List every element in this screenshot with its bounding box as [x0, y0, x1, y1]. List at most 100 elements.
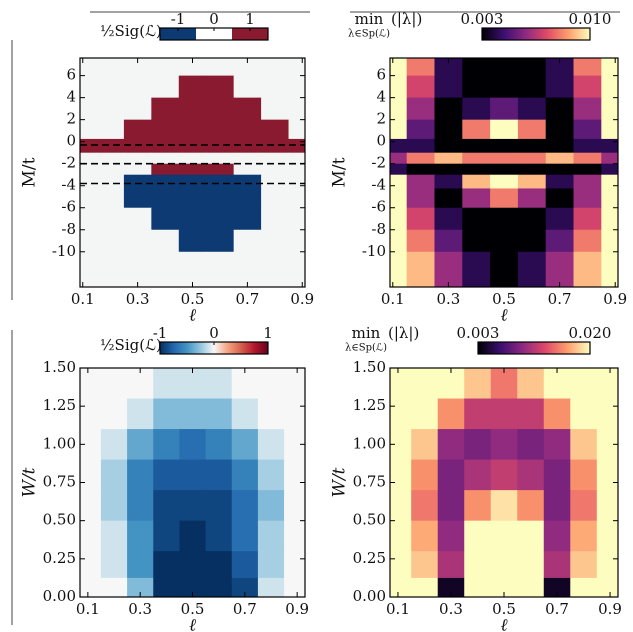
heat-cell: [206, 75, 235, 99]
y-tick-label: -2: [61, 154, 76, 172]
y-tick-label: 1.25: [353, 396, 386, 414]
heat-cell: [390, 97, 408, 121]
heat-cell: [490, 490, 518, 522]
heat-cell: [411, 368, 439, 400]
heat-cell: [205, 551, 233, 579]
colorbar-tick-label: 0.010: [569, 10, 612, 28]
y-tick-label: -10: [362, 242, 386, 260]
heat-cell: [178, 174, 207, 189]
heat-cell: [151, 119, 180, 140]
heat-cell: [434, 229, 463, 253]
heat-cell: [284, 551, 306, 579]
heat-cell: [80, 229, 97, 253]
heat-cell: [570, 520, 598, 552]
heat-cell: [96, 75, 125, 99]
y-tick-label: 0: [66, 132, 76, 150]
heat-cell: [205, 368, 233, 400]
heat-cell: [437, 490, 465, 522]
y-tick-label: 1.25: [43, 396, 76, 414]
heat-cell: [596, 551, 619, 579]
colorbar-label: min: [352, 324, 381, 342]
heat-cell: [179, 520, 207, 552]
heat-cell: [434, 207, 463, 231]
heat-cell: [100, 520, 128, 552]
x-tick-label: 0.1: [76, 600, 100, 618]
heat-cell: [490, 229, 519, 253]
heat-cell: [127, 398, 154, 430]
x-tick-label: 0.3: [128, 600, 152, 618]
heat-cell: [151, 75, 180, 99]
heat-cell: [464, 577, 492, 598]
heat-cell: [490, 97, 519, 121]
heat-cell: [517, 459, 545, 491]
heat-cell: [178, 152, 207, 165]
heat-cell: [596, 520, 619, 552]
heat-cell: [100, 459, 128, 491]
heat-cell: [123, 152, 152, 165]
heat-cell: [179, 459, 207, 491]
heat-cell: [100, 490, 128, 522]
heat-cell: [231, 459, 259, 491]
y-tick-label: 0.75: [353, 473, 386, 491]
y-tick-label: 0.00: [353, 587, 386, 605]
y-tick-label: 1.50: [43, 358, 76, 376]
heat-cell: [288, 58, 306, 77]
heat-cell: [284, 368, 306, 400]
heat-cell: [123, 174, 152, 189]
heat-cell: [545, 229, 575, 253]
heat-cell: [96, 188, 125, 209]
heat-cell: [123, 229, 152, 253]
colorbar-tick-label: 0.003: [461, 10, 504, 28]
heat-cell: [390, 75, 408, 99]
heat-cell: [437, 577, 465, 598]
heat-cell: [205, 490, 233, 522]
heat-cell: [462, 138, 491, 154]
heat-cell: [517, 490, 545, 522]
heat-cell: [596, 429, 619, 461]
heat-cell: [462, 229, 491, 253]
heat-cell: [462, 119, 491, 140]
heat-cell: [517, 398, 545, 430]
heat-cell: [80, 368, 102, 400]
heat-cell: [80, 490, 102, 522]
heat-cell: [288, 188, 306, 209]
heat-cell: [462, 251, 491, 288]
heat-cell: [462, 58, 491, 77]
heat-cell: [231, 398, 259, 430]
heat-cell: [261, 174, 290, 189]
heat-cell: [406, 119, 435, 140]
heat-cell: [517, 520, 545, 552]
heat-cell: [464, 520, 492, 552]
heat-cell: [206, 251, 235, 288]
heat-cell: [390, 207, 408, 231]
colorbar-label-sub: λ∈Sp(ℒ): [348, 29, 390, 40]
heat-cell: [517, 368, 545, 400]
heat-cell: [233, 97, 262, 121]
heat-cell: [517, 207, 547, 231]
heat-cell: [601, 251, 619, 288]
heat-cell: [545, 174, 575, 189]
heat-cell: [601, 229, 619, 253]
y-tick-label: -6: [61, 198, 76, 216]
heat-cell: [205, 520, 233, 552]
heat-cell: [206, 207, 235, 231]
heat-cell: [543, 459, 571, 491]
heat-cell: [257, 551, 285, 579]
heat-cell: [411, 459, 439, 491]
heat-cell: [80, 207, 97, 231]
heat-cell: [434, 58, 463, 77]
colorbar-tick-label: 0.003: [457, 324, 500, 342]
heat-cell: [257, 490, 285, 522]
colorbar-frame: [481, 27, 591, 41]
heat-cell: [80, 138, 97, 154]
heat-cell: [127, 490, 154, 522]
heat-cell: [406, 229, 435, 253]
heat-cell: [517, 429, 545, 461]
heat-cell: [205, 459, 233, 491]
heat-cell: [284, 577, 306, 598]
heat-cell: [573, 75, 602, 99]
y-tick-label: 0.50: [43, 511, 76, 529]
heat-cell: [153, 398, 180, 430]
y-tick-label: 0.00: [43, 587, 76, 605]
heat-cell: [545, 188, 575, 209]
